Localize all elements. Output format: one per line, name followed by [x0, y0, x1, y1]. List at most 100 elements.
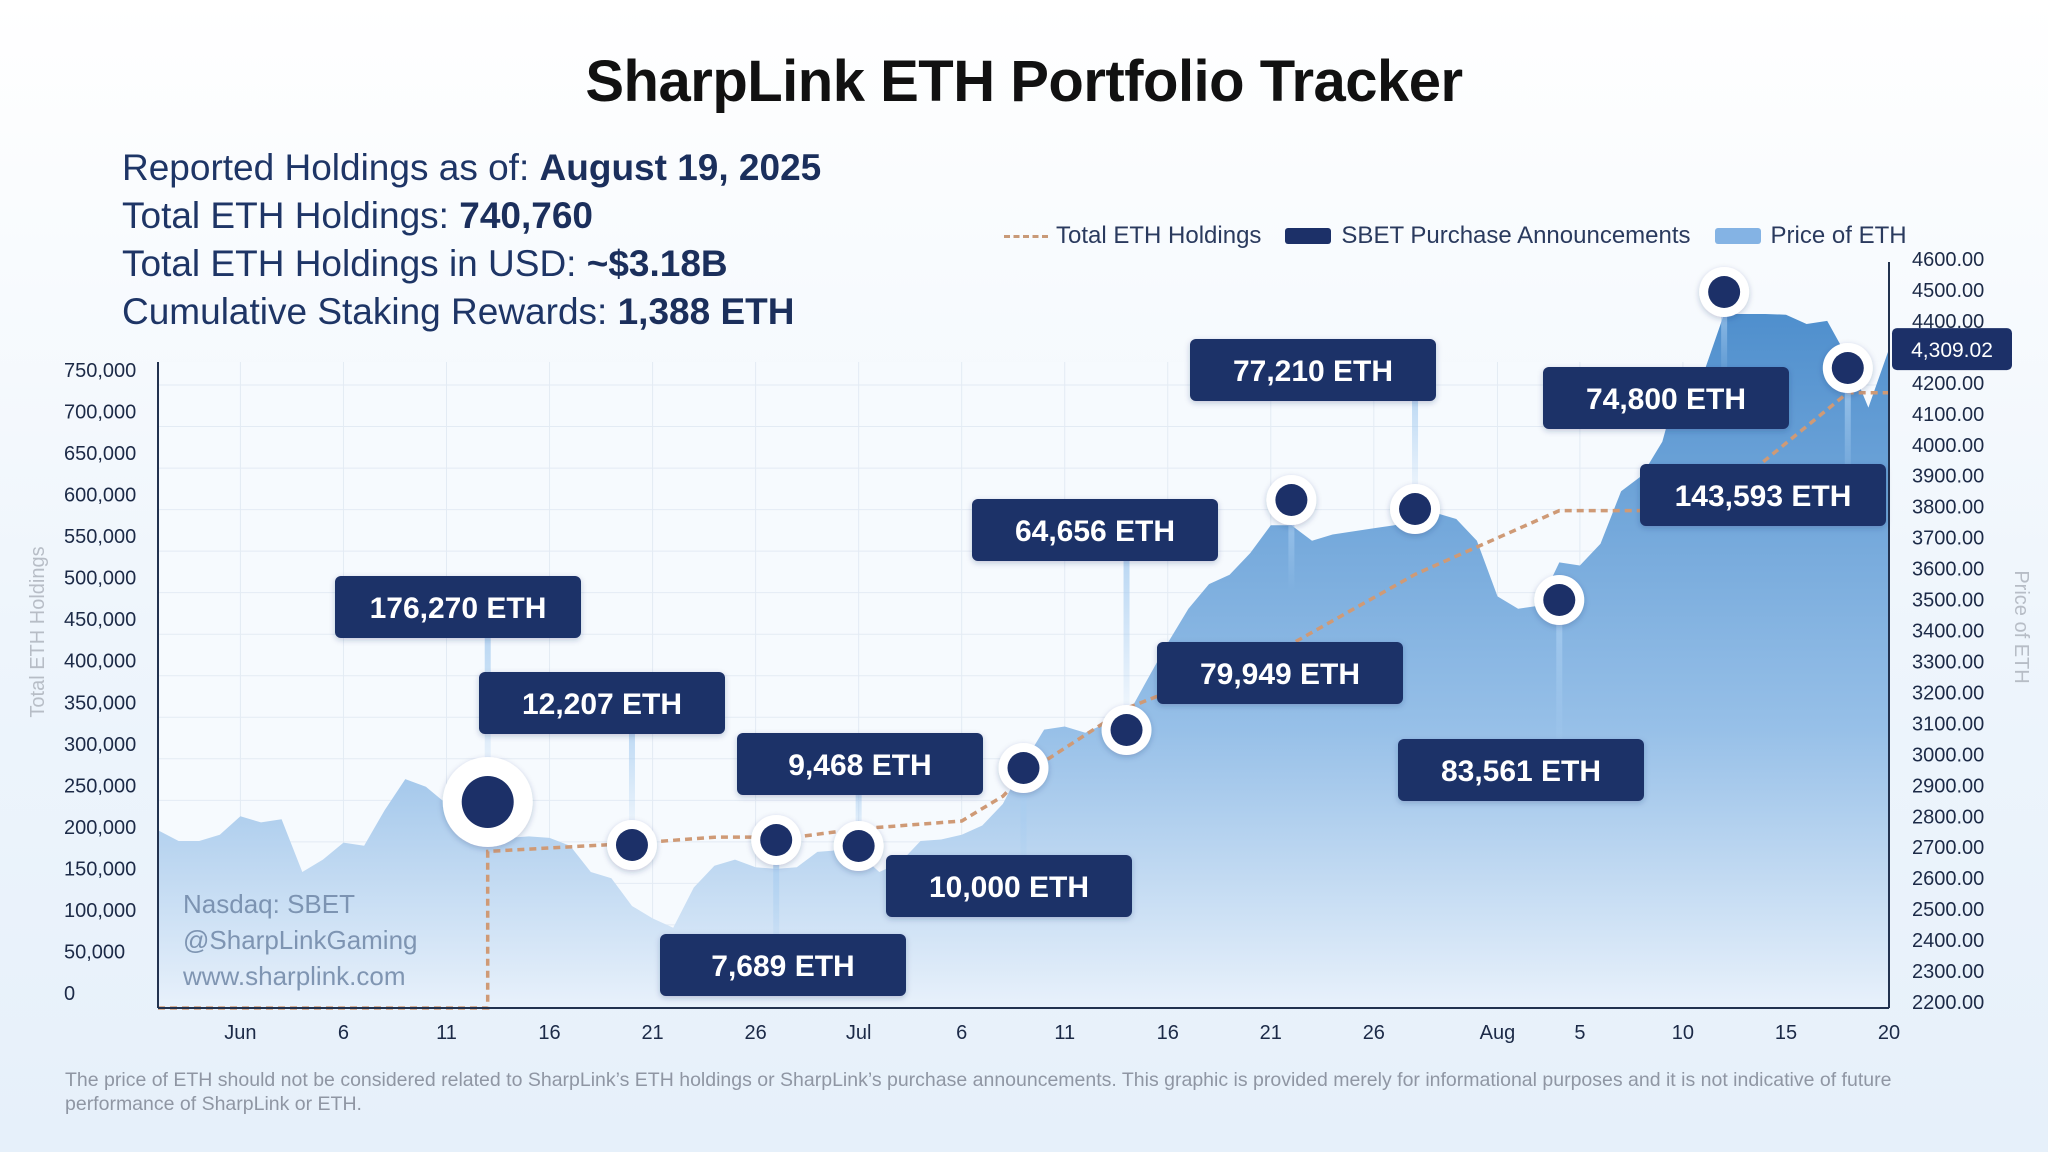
price-of-eth-area — [158, 314, 1889, 1008]
current-price-badge — [1892, 328, 2012, 371]
x-tick-label: 11 — [436, 1022, 457, 1044]
purchase-label-text: 83,561 ETH — [1441, 755, 1601, 788]
purchase-label-text: 12,207 ETH — [522, 688, 682, 721]
y-left-tick-label: 450,000 — [64, 609, 136, 631]
stat-value: ~$3.18B — [586, 243, 728, 284]
y-right-tick-label: 4100.00 — [1912, 404, 1984, 426]
watermark-text: www.sharplink.com — [182, 961, 406, 991]
purchase-label-box — [886, 855, 1132, 917]
y-right-tick-label: 3800.00 — [1912, 497, 1984, 519]
purchase-label-box — [1157, 642, 1403, 704]
y-left-tick-label: 250,000 — [64, 775, 136, 797]
purchase-label-text: 9,468 ETH — [788, 749, 931, 782]
purchase-label-box — [972, 499, 1218, 561]
y-right-tick-label: 2900.00 — [1912, 775, 1984, 797]
x-tick-label: 5 — [1574, 1022, 1585, 1044]
x-tick-label: Jul — [846, 1022, 872, 1044]
chart-legend: Total ETH Holdings SBET Purchase Announc… — [1004, 220, 1907, 252]
stat-total-eth: Total ETH Holdings: 740,760 — [122, 192, 821, 240]
x-tick-label: 26 — [1363, 1022, 1385, 1044]
purchase-label-box — [1190, 339, 1436, 401]
y-right-tick-label: 2400.00 — [1912, 930, 1984, 952]
holdings-summary: Reported Holdings as of: August 19, 2025… — [122, 144, 821, 336]
purchase-marker-dot — [842, 830, 875, 862]
left-axis-ticks: 0 50,000 100,000 150,000 200,000 250,000 300,0… — [64, 360, 136, 1005]
y-left-tick-label: 100,000 — [64, 900, 136, 922]
purchase-label-text: 143,593 ETH — [1675, 480, 1852, 513]
purchase-announcements: 176,270 ETH 12,207 ETH 7,689 ETH 9,468 ETH 1… — [335, 267, 1886, 996]
y-left-tick-label: 150,000 — [64, 858, 136, 880]
stat-value: August 19, 2025 — [539, 147, 822, 188]
x-tick-label: 21 — [1260, 1022, 1282, 1044]
annotation-stem — [1556, 600, 1563, 770]
purchase-label-box — [1543, 367, 1789, 429]
x-tick-label: 16 — [538, 1022, 560, 1044]
legend-item-price: Price of ETH — [1714, 222, 1907, 250]
right-axis-ticks: 2200.00 2300.00 2400.00 2500.00 2600.00 2700.… — [1912, 249, 1984, 1014]
x-tick-label: 6 — [956, 1022, 967, 1044]
purchase-annotation: 9,468 ETH — [737, 733, 983, 871]
purchase-annotation: 64,656 ETH — [972, 499, 1218, 755]
watermark-text: Nasdaq: SBET — [183, 889, 355, 919]
y-left-tick-label: 500,000 — [64, 568, 136, 590]
y-right-tick-label: 2600.00 — [1912, 868, 1984, 890]
stat-label: Total ETH Holdings in USD: — [122, 243, 587, 284]
disclaimer: The price of ETH should not be considere… — [65, 1069, 1892, 1115]
watermark-text: @SharpLinkGaming — [183, 925, 418, 955]
stat-total-usd: Total ETH Holdings in USD: ~$3.18B — [122, 240, 821, 288]
stat-label: Cumulative Staking Rewards: — [122, 291, 618, 332]
purchase-label-text: 64,656 ETH — [1015, 515, 1175, 548]
y-right-tick-label: 2500.00 — [1912, 899, 1984, 921]
stat-value: 740,760 — [459, 195, 593, 236]
purchase-label-box — [737, 733, 983, 795]
annotation-stem — [628, 703, 635, 845]
y-right-tick-label: 3200.00 — [1912, 682, 1984, 704]
purchase-marker-dot — [760, 824, 793, 856]
purchase-label-box — [660, 934, 906, 996]
purchase-marker-dot — [1543, 584, 1576, 616]
y-right-tick-label: 2300.00 — [1912, 961, 1984, 983]
y-right-tick-label: 3700.00 — [1912, 528, 1984, 550]
stat-staking-rewards: Cumulative Staking Rewards: 1,388 ETH — [122, 288, 821, 336]
current-price-label: 4,309.02 — [1911, 339, 1993, 362]
y-right-tick-label: 3500.00 — [1912, 590, 1984, 612]
purchase-marker-dot — [1110, 714, 1143, 746]
x-tick-label: 21 — [641, 1022, 663, 1044]
x-tick-label: 10 — [1672, 1022, 1694, 1044]
x-axis-ticks: Jun 6 11 16 21 26 Jul 6 11 16 21 26 Aug 5 10 15 20 — [224, 1022, 1900, 1044]
purchase-annotation: 83,561 ETH — [1398, 575, 1644, 801]
annotation-stem — [1123, 530, 1130, 730]
purchase-annotation: 74,800 ETH — [1543, 267, 1789, 429]
purchase-label-box — [335, 576, 581, 638]
y-left-tick-label: 200,000 — [64, 817, 136, 839]
y-left-tick-label: 350,000 — [64, 692, 136, 714]
y-right-tick-label: 2200.00 — [1912, 992, 1984, 1014]
stat-label: Reported Holdings as of: — [122, 147, 540, 188]
legend-label: Price of ETH — [1770, 222, 1907, 249]
purchase-annotation: 7,689 ETH — [660, 815, 906, 996]
x-tick-label: Aug — [1480, 1022, 1516, 1044]
purchase-label-text: 77,210 ETH — [1233, 355, 1393, 388]
purchase-annotation: 10,000 ETH — [886, 743, 1132, 917]
y-left-tick-label: 300,000 — [64, 734, 136, 756]
x-tick-label: 26 — [744, 1022, 766, 1044]
purchase-marker-dot — [615, 829, 648, 861]
purchase-label-text: 10,000 ETH — [929, 871, 1089, 904]
navy-swatch-icon — [1285, 228, 1332, 244]
purchase-marker-dot — [1007, 752, 1040, 784]
y-left-tick-label: 750,000 — [64, 360, 136, 382]
purchase-label-text: 176,270 ETH — [370, 592, 547, 625]
x-tick-label: 6 — [338, 1022, 349, 1044]
purchase-annotation: 12,207 ETH — [479, 672, 725, 870]
dashed-line-swatch-icon — [1004, 234, 1048, 238]
y-right-tick-label: 3600.00 — [1912, 559, 1984, 581]
y-left-tick-label: 400,000 — [64, 651, 136, 673]
x-tick-label: 11 — [1054, 1022, 1075, 1044]
y-right-axis-title: Price of ETH — [2010, 570, 2032, 683]
x-tick-label: 20 — [1878, 1022, 1900, 1044]
y-right-tick-label: 3400.00 — [1912, 621, 1984, 643]
purchase-marker-dot — [1275, 484, 1308, 516]
y-right-tick-label: 3100.00 — [1912, 713, 1984, 735]
purchase-label-box — [1640, 464, 1886, 526]
annotation-stem — [1721, 292, 1728, 382]
